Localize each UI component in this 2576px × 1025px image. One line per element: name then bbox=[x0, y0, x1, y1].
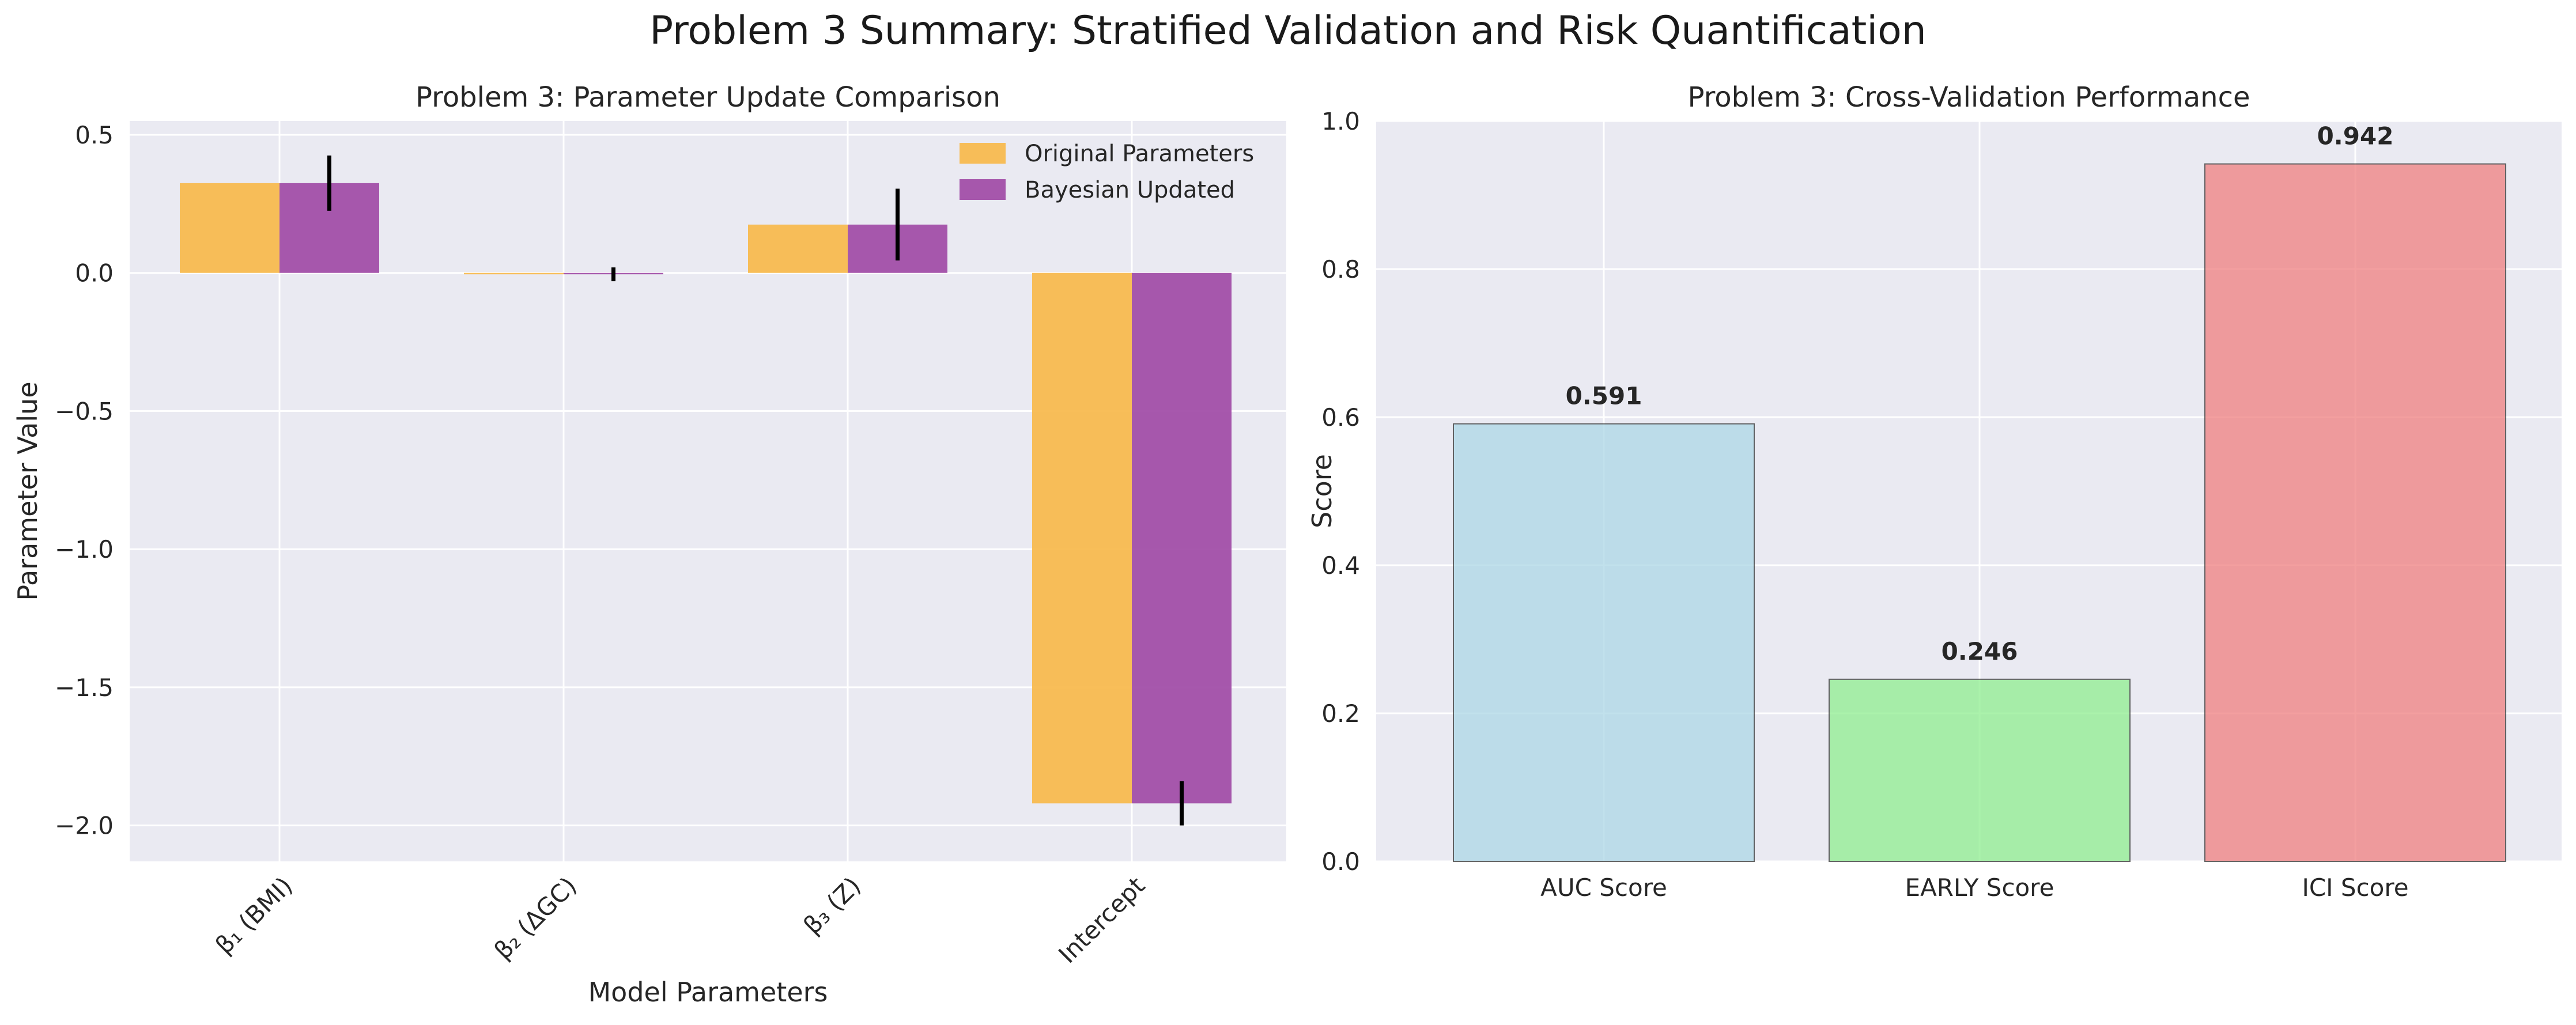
right-x-tick-label: EARLY Score bbox=[1905, 873, 2054, 902]
left-x-tick-label: β₁ (BMI) bbox=[210, 871, 298, 959]
right-y-tick-label: 0.2 bbox=[1321, 699, 1360, 728]
legend: Original Parameters Bayesian Updated bbox=[960, 141, 1254, 203]
right-y-axis-label: Score bbox=[1306, 454, 1338, 528]
cross-validation-chart: 0.591 0.246 0.942 0.0 0.2 0.4 0.6 0.8 1.0 AUC Sc… bbox=[1306, 81, 2562, 902]
parameter-comparison-chart: 0.5 0.0 −0.5 −1.0 −1.5 −2.0 β₁ (BMI) β₂ (ΔGC) β₃… bbox=[12, 81, 1286, 1008]
bar-original bbox=[748, 224, 848, 273]
right-chart-title: Problem 3: Cross-Validation Performance bbox=[1687, 81, 2250, 114]
left-x-tick-label: β₂ (ΔGC) bbox=[489, 871, 582, 965]
score-bar bbox=[1829, 678, 2131, 862]
right-y-tick-label: 0.8 bbox=[1321, 255, 1360, 283]
left-bars bbox=[180, 155, 1232, 826]
bar-original bbox=[1032, 273, 1132, 804]
right-x-tick-label: ICI Score bbox=[2302, 873, 2408, 902]
right-y-tick-label: 0.0 bbox=[1321, 848, 1360, 876]
left-x-tick-label: Intercept bbox=[1053, 871, 1150, 969]
left-y-tick-label: 0.5 bbox=[75, 121, 114, 149]
score-bar bbox=[2204, 163, 2506, 862]
left-y-tick-label: −1.0 bbox=[55, 535, 114, 563]
score-data-label: 0.591 bbox=[1566, 382, 1642, 410]
bar-bayesian bbox=[1132, 273, 1232, 804]
right-y-tick-label: 0.4 bbox=[1321, 551, 1360, 580]
score-data-label: 0.942 bbox=[2317, 122, 2394, 150]
left-y-tick-label: −2.0 bbox=[55, 812, 114, 840]
right-y-tick-label: 0.6 bbox=[1321, 403, 1360, 432]
bar-original bbox=[464, 273, 564, 275]
right-ticks: 0.0 0.2 0.4 0.6 0.8 1.0 AUC Score EARLY Score IC… bbox=[1321, 107, 2408, 902]
score-data-label: 0.246 bbox=[1942, 637, 2018, 665]
score-bar bbox=[1453, 423, 1755, 862]
left-x-axis-label: Model Parameters bbox=[588, 977, 828, 1008]
left-x-tick-label: β₃ (Z) bbox=[798, 871, 866, 939]
legend-label-original: Original Parameters bbox=[1025, 141, 1254, 167]
left-chart-title: Problem 3: Parameter Update Comparison bbox=[416, 81, 1000, 114]
left-y-tick-label: 0.0 bbox=[75, 259, 114, 288]
right-y-tick-label: 1.0 bbox=[1321, 107, 1360, 135]
legend-label-bayesian: Bayesian Updated bbox=[1025, 177, 1235, 203]
left-y-tick-label: −1.5 bbox=[55, 674, 114, 702]
left-y-tick-label: −0.5 bbox=[55, 397, 114, 425]
bar-original bbox=[180, 183, 279, 273]
figure-title: Problem 3 Summary: Stratified Validation… bbox=[649, 8, 1927, 54]
legend-swatch-original bbox=[960, 143, 1006, 164]
right-bars: 0.591 0.246 0.942 bbox=[1453, 122, 2506, 862]
legend-swatch-bayesian bbox=[960, 179, 1006, 200]
left-y-axis-label: Parameter Value bbox=[12, 381, 43, 600]
right-x-tick-label: AUC Score bbox=[1540, 873, 1667, 902]
